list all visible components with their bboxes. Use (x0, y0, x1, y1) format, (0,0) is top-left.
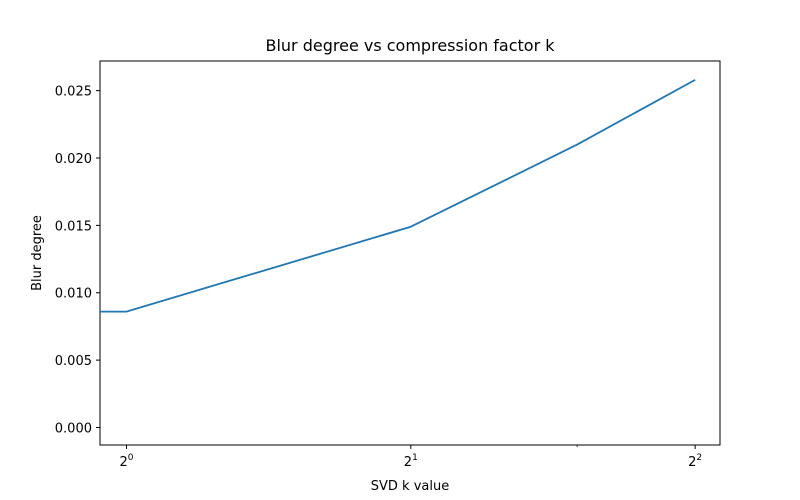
x-tick-exponent: 2 (696, 453, 702, 463)
y-axis-label: Blur degree (30, 215, 45, 291)
y-tick-label: 0.000 (55, 421, 92, 436)
x-tick-label: 21 (404, 453, 418, 470)
x-tick-base: 2 (119, 455, 127, 470)
x-tick-label: 22 (688, 453, 702, 470)
plot-frame (99, 60, 721, 446)
y-tick-label: 0.010 (55, 287, 92, 302)
x-tick-base: 2 (688, 455, 696, 470)
x-tick-base: 2 (404, 455, 412, 470)
y-tick-label: 0.020 (55, 152, 92, 167)
x-tick-exponent: 1 (412, 453, 418, 463)
y-tick-label: 0.025 (55, 85, 92, 100)
y-tick-label: 0.005 (55, 354, 92, 369)
y-tick-label: 0.015 (55, 219, 92, 234)
series-line-0 (100, 79, 696, 313)
x-axis-label: SVD k value (371, 479, 449, 494)
x-tick-exponent: 0 (128, 453, 134, 463)
chart-title: Blur degree vs compression factor k (265, 36, 555, 55)
x-tick-label: 20 (119, 453, 133, 470)
